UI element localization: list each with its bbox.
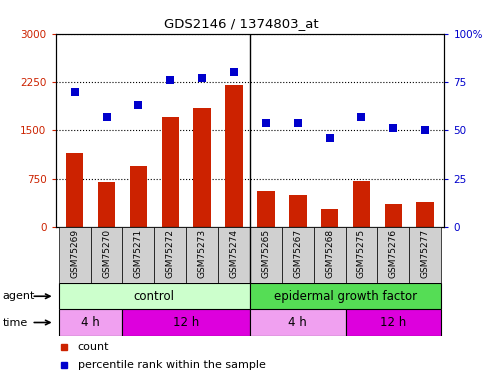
- Point: [326, 135, 333, 141]
- Bar: [345, 227, 377, 283]
- Point: [103, 114, 111, 120]
- Bar: [313, 227, 345, 283]
- Bar: [59, 283, 250, 309]
- Text: GSM75274: GSM75274: [229, 228, 239, 278]
- Bar: [98, 182, 115, 227]
- Text: count: count: [78, 342, 109, 352]
- Text: GSM75265: GSM75265: [261, 228, 270, 278]
- Bar: [218, 227, 250, 283]
- Text: GSM75275: GSM75275: [357, 228, 366, 278]
- Text: GSM75271: GSM75271: [134, 228, 143, 278]
- Bar: [250, 309, 345, 336]
- Bar: [193, 108, 211, 227]
- Bar: [129, 166, 147, 227]
- Bar: [321, 209, 339, 227]
- Point: [262, 120, 270, 126]
- Bar: [282, 227, 313, 283]
- Text: GSM75268: GSM75268: [325, 228, 334, 278]
- Point: [199, 75, 206, 81]
- Text: 12 h: 12 h: [173, 316, 199, 329]
- Point: [421, 128, 429, 134]
- Bar: [377, 227, 409, 283]
- Point: [135, 102, 142, 108]
- Bar: [345, 309, 441, 336]
- Point: [389, 125, 397, 131]
- Text: 4 h: 4 h: [81, 316, 100, 329]
- Bar: [416, 202, 434, 227]
- Text: GSM75277: GSM75277: [421, 228, 430, 278]
- Bar: [409, 227, 441, 283]
- Bar: [59, 309, 123, 336]
- Bar: [123, 309, 250, 336]
- Bar: [353, 180, 370, 227]
- Text: control: control: [134, 290, 175, 303]
- Bar: [91, 227, 123, 283]
- Bar: [257, 192, 275, 227]
- Text: GDS2146 / 1374803_at: GDS2146 / 1374803_at: [164, 17, 319, 30]
- Point: [71, 89, 79, 95]
- Point: [294, 120, 301, 126]
- Text: GSM75273: GSM75273: [198, 228, 207, 278]
- Text: agent: agent: [2, 291, 35, 301]
- Text: 4 h: 4 h: [288, 316, 307, 329]
- Bar: [384, 204, 402, 227]
- Bar: [186, 227, 218, 283]
- Bar: [123, 227, 155, 283]
- Text: 12 h: 12 h: [380, 316, 407, 329]
- Bar: [155, 227, 186, 283]
- Bar: [250, 227, 282, 283]
- Bar: [59, 227, 91, 283]
- Text: GSM75270: GSM75270: [102, 228, 111, 278]
- Text: GSM75269: GSM75269: [70, 228, 79, 278]
- Text: GSM75267: GSM75267: [293, 228, 302, 278]
- Point: [357, 114, 365, 120]
- Point: [167, 77, 174, 83]
- Text: time: time: [2, 318, 28, 327]
- Text: epidermal growth factor: epidermal growth factor: [274, 290, 417, 303]
- Bar: [225, 85, 243, 227]
- Text: GSM75272: GSM75272: [166, 228, 175, 278]
- Bar: [289, 195, 307, 227]
- Point: [230, 69, 238, 75]
- Bar: [66, 153, 84, 227]
- Text: percentile rank within the sample: percentile rank within the sample: [78, 360, 266, 370]
- Bar: [161, 117, 179, 227]
- Text: GSM75276: GSM75276: [389, 228, 398, 278]
- Bar: [250, 283, 441, 309]
